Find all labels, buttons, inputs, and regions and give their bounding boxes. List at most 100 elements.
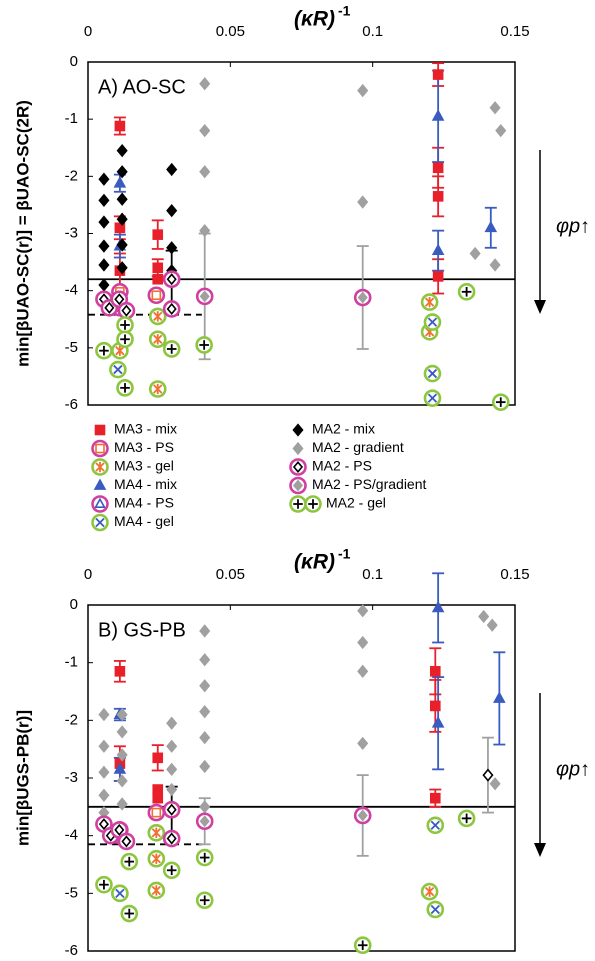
data-point — [162, 300, 181, 318]
marker-diamond — [199, 653, 211, 667]
data-point — [199, 730, 211, 745]
data-point — [116, 379, 134, 397]
marker-square — [151, 290, 162, 301]
marker-square — [114, 222, 126, 234]
data-point — [152, 273, 164, 285]
data-point — [426, 816, 445, 835]
data-point — [147, 881, 166, 900]
marker-diamond — [199, 165, 211, 179]
marker-stroke — [430, 904, 440, 915]
y-tick-label: -1 — [65, 110, 78, 127]
data-point — [457, 809, 476, 828]
marker-triangle — [431, 109, 445, 121]
legend-label: MA2 - PS/gradient — [312, 476, 426, 492]
data-point — [357, 604, 369, 618]
marker-diamond — [98, 278, 110, 292]
data-point — [100, 299, 119, 317]
marker-diamond — [469, 246, 481, 261]
marker-diamond — [114, 823, 125, 836]
data-point — [199, 705, 211, 719]
data-point — [495, 123, 507, 138]
marker-diamond — [199, 705, 211, 719]
data-point — [116, 238, 128, 252]
x-axis-label-superscript: -1 — [338, 3, 351, 19]
data-point — [469, 246, 481, 261]
marker-diamond — [116, 707, 128, 722]
data-point — [98, 707, 110, 722]
data-point — [457, 283, 476, 301]
data-point — [120, 904, 139, 923]
marker-diamond — [116, 165, 128, 179]
data-point — [199, 77, 211, 91]
marker-diamond — [357, 195, 369, 209]
data-point — [482, 768, 494, 782]
legend-label: MA4 - mix — [114, 476, 177, 492]
data-point — [162, 829, 181, 848]
y-tick-label: 0 — [70, 53, 78, 70]
marker-diamond — [199, 815, 210, 828]
x-tick-label: 0.1 — [362, 566, 383, 583]
y-tick-label: -5 — [65, 884, 78, 901]
marker-diamond — [166, 273, 177, 286]
marker-diamond — [98, 215, 110, 229]
data-point — [199, 759, 211, 774]
marker-triangle — [113, 762, 127, 774]
marker-square — [429, 666, 441, 677]
data-point — [357, 736, 369, 751]
data-point — [152, 752, 164, 764]
data-point — [489, 777, 501, 791]
data-point — [116, 212, 128, 226]
marker-diamond — [199, 624, 211, 638]
data-point — [199, 123, 211, 138]
data-point — [199, 653, 211, 667]
data-point — [432, 271, 444, 282]
marker-diamond — [199, 759, 211, 774]
data-point — [152, 229, 164, 240]
data-point — [166, 716, 178, 730]
x-tick-label: 0 — [84, 23, 92, 40]
data-point — [166, 762, 178, 776]
legend-label: MA2 - mix — [312, 421, 375, 437]
x-tick-label: 0.05 — [216, 566, 245, 583]
data-point — [111, 884, 129, 903]
x-tick-label: 0 — [84, 566, 92, 583]
legend-label: MA4 - gel — [114, 513, 174, 529]
data-point — [353, 806, 372, 825]
marker-diamond — [357, 736, 369, 751]
marker-diamond — [98, 258, 110, 272]
data-point — [113, 762, 127, 774]
marker-diamond — [104, 301, 115, 314]
marker-triangle — [493, 691, 506, 703]
marker-diamond — [357, 291, 368, 304]
marker-diamond — [98, 818, 109, 831]
marker-diamond — [166, 203, 178, 218]
y-tick-label: 0 — [70, 596, 78, 613]
data-point — [357, 635, 369, 650]
data-point — [423, 364, 442, 383]
data-point — [147, 849, 166, 868]
x-tick-label: 0.05 — [216, 23, 245, 40]
data-point — [491, 393, 510, 411]
data-point — [199, 223, 211, 238]
data-point — [114, 222, 126, 234]
data-point — [113, 176, 127, 188]
data-point — [116, 797, 128, 811]
marker-square — [94, 424, 106, 436]
y-tick-label: -3 — [65, 769, 78, 786]
data-point — [432, 162, 444, 174]
legend-marker — [93, 478, 107, 490]
marker-stroke — [427, 317, 438, 327]
data-point — [166, 782, 178, 797]
marker-square — [152, 273, 164, 285]
data-point — [199, 624, 211, 638]
data-point — [489, 101, 501, 115]
marker-diamond — [98, 788, 110, 802]
marker-diamond — [199, 77, 211, 91]
y-tick-label: -4 — [65, 827, 78, 844]
y-tick-label: -6 — [65, 942, 78, 959]
data-point — [195, 812, 214, 831]
data-point — [166, 203, 178, 218]
data-point — [98, 258, 110, 272]
data-point — [116, 192, 128, 206]
